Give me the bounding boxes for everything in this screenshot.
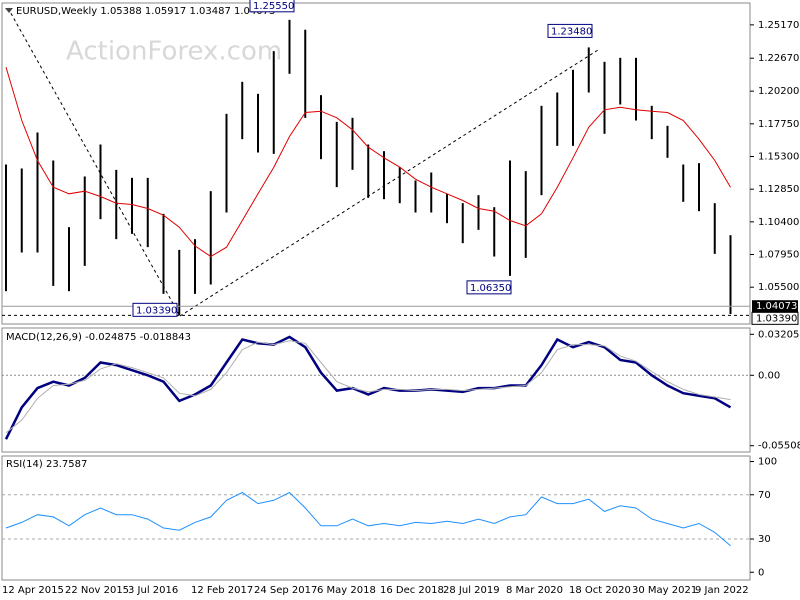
x-tick-label: 9 Jan 2022: [695, 585, 749, 596]
rsi-title: RSI(14) 23.7587: [6, 459, 87, 470]
y-tick-label: 1.10400: [758, 217, 799, 228]
y-tick-label: 1.22670: [758, 53, 799, 64]
x-tick-label: 12 Apr 2015: [2, 585, 64, 596]
y-tick-label: 0.032057: [758, 329, 800, 340]
x-tick-label: 8 Mar 2020: [506, 585, 563, 596]
chart-title: EURUSD,Weekly 1.05388 1.05917 1.03487 1.…: [16, 6, 275, 17]
y-tick-label: 70: [758, 490, 771, 501]
signal-line: [5, 340, 731, 434]
last-price-label: 1.04073: [756, 301, 797, 312]
trend-line: [179, 49, 599, 317]
indicator-line: [4, 335, 732, 440]
x-tick-label: 24 Sep 2017: [254, 585, 317, 596]
support-price-label: 1.03390: [756, 313, 797, 324]
y-tick-label: 100: [758, 457, 777, 468]
annotation-label: 1.25550: [253, 1, 294, 12]
annotation-box: [132, 302, 178, 317]
y-tick-label: 30: [758, 534, 771, 545]
y-tick-label: 1.15300: [758, 151, 799, 162]
annotation-box: [547, 23, 593, 38]
macd-panel: [1, 327, 751, 453]
price-box: [751, 311, 799, 325]
trend-line: [7, 7, 181, 317]
watermark: ActionForex.com: [66, 37, 282, 67]
annotation-label: 1.23480: [551, 26, 592, 37]
y-tick-label: 1.07950: [758, 250, 799, 261]
y-tick-label: 1.20200: [758, 86, 799, 97]
moving-average: [5, 66, 731, 258]
x-tick-label: 6 May 2018: [317, 585, 376, 596]
macd-title: MACD(12,26,9) -0.024875 -0.018843: [6, 332, 191, 343]
x-tick-label: 12 Feb 2017: [191, 585, 253, 596]
x-tick-label: 28 Jul 2019: [443, 585, 500, 596]
menu-icon: [5, 8, 13, 13]
rsi-panel: [1, 455, 751, 581]
annotation-label: 1.06350: [470, 283, 511, 294]
x-tick-label: 3 Jul 2016: [128, 585, 178, 596]
x-tick-label: 16 Dec 2018: [380, 585, 444, 596]
price-box: [752, 300, 798, 313]
annotation-label: 1.03390: [136, 305, 177, 316]
y-tick-label: 1.17750: [758, 119, 799, 130]
indicator-line: [5, 491, 731, 547]
y-tick-label: 0: [758, 567, 764, 578]
y-tick-label: 0.00: [758, 370, 780, 381]
price-panel: [1, 2, 751, 325]
x-tick-label: 22 Nov 2015: [65, 585, 129, 596]
annotation-box: [249, 0, 295, 13]
y-tick-label: 1.12850: [758, 184, 799, 195]
annotation-box: [466, 280, 512, 295]
y-tick-label: 1.25170: [758, 20, 799, 31]
x-tick-label: 18 Oct 2020: [569, 585, 631, 596]
x-tick-label: 30 May 2021: [632, 585, 697, 596]
y-tick-label: 1.05500: [758, 282, 799, 293]
